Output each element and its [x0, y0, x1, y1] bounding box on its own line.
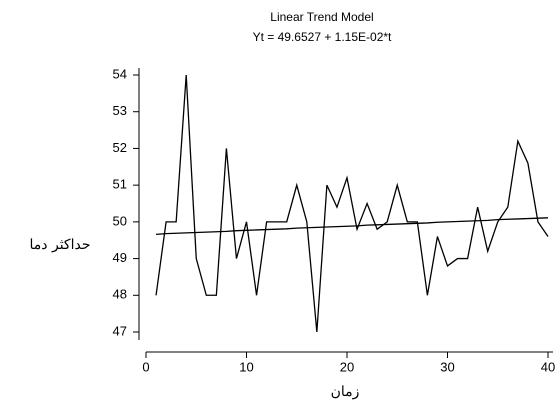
y-tick-label: 53	[113, 103, 127, 118]
x-tick-label: 20	[340, 359, 354, 374]
y-tick-label: 48	[113, 287, 127, 302]
trend-line	[156, 217, 549, 235]
x-tick-label: 10	[239, 359, 253, 374]
x-axis-label: زمان	[331, 384, 360, 400]
chart-title: Linear Trend Model	[270, 10, 373, 24]
y-tick-label: 51	[113, 177, 127, 192]
y-tick-label: 54	[113, 66, 127, 81]
x-tick-label: 40	[541, 359, 555, 374]
y-tick-label: 52	[113, 140, 127, 155]
y-axis-label: حداکثر دما	[30, 237, 91, 253]
y-tick-label: 50	[113, 213, 127, 228]
data-line	[155, 74, 549, 333]
y-tick-label: 47	[113, 323, 127, 338]
x-tick-label: 0	[142, 359, 149, 374]
y-tick-label: 49	[113, 250, 127, 265]
chart-subtitle: Yt = 49.6527 + 1.15E-02*t	[253, 30, 392, 44]
x-tick-label: 30	[440, 359, 454, 374]
